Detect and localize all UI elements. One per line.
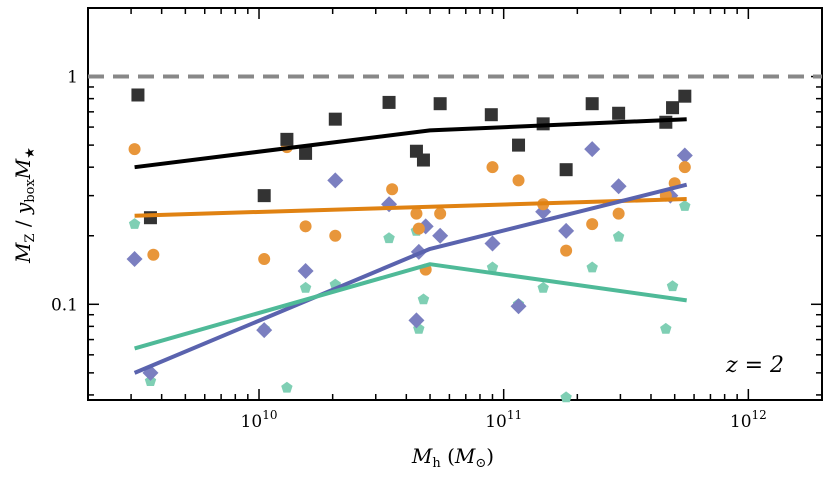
y-tick-label: 1 [67, 68, 78, 88]
green-pentagon-marker [383, 232, 395, 244]
orange-circle-marker [486, 161, 499, 174]
black-square-marker [382, 95, 396, 109]
black-square-marker [328, 112, 342, 126]
y-tick-label: 0.1 [51, 295, 78, 315]
orange-circle-marker [560, 244, 573, 257]
blue-diamond-marker [256, 322, 273, 339]
blue-diamond-marker [558, 222, 575, 239]
blue-diamond-marker [610, 178, 627, 195]
series-markers [126, 88, 693, 403]
y-axis-label: MZ / yboxM★ [11, 147, 38, 264]
green-pentagon-marker [612, 230, 625, 242]
green-pentagon-marker [679, 200, 691, 211]
blue-diamond-marker [676, 147, 693, 164]
blue-diamond-marker [484, 235, 501, 252]
black-square-marker [416, 153, 430, 167]
green-pentagon-marker [128, 218, 141, 229]
black-square-marker [666, 101, 680, 115]
orange-circle-marker [512, 174, 525, 187]
orange-median-line [134, 197, 687, 218]
x-tick-label: 1012 [730, 408, 767, 432]
green-pentagon-marker [537, 281, 549, 293]
orange-circle-marker [612, 207, 625, 220]
orange-circle-marker [412, 222, 425, 235]
x-tick-label: 1011 [485, 408, 522, 432]
plot-border [87, 7, 823, 401]
orange-circle-marker [299, 220, 312, 233]
blue-median-line [133, 182, 688, 375]
green-pentagon-marker [560, 391, 572, 403]
black-square-marker [484, 108, 498, 122]
blue-diamond-marker [432, 227, 449, 244]
orange-circle-marker [678, 161, 691, 174]
green-pentagon-marker [486, 261, 499, 273]
blue-diamond-marker [584, 141, 601, 158]
blue-diamond-marker [510, 298, 527, 315]
tick-labels: 1010 1011 1012 0.1 1 [51, 68, 767, 432]
green-pentagon-marker [666, 280, 679, 292]
blue-diamond-marker [126, 251, 143, 268]
orange-circle-marker [410, 207, 423, 220]
plot-frame [87, 7, 823, 401]
x-axis-label: Mh (M⊙) [411, 444, 494, 471]
x-tick-label: 1010 [241, 408, 278, 432]
black-square-marker [585, 97, 599, 111]
black-square-marker [559, 163, 573, 177]
orange-circle-marker [258, 253, 271, 266]
black-square-marker [678, 89, 692, 103]
black-median-line [134, 117, 687, 170]
blue-diamond-marker [408, 312, 425, 329]
green-pentagon-marker [281, 381, 293, 393]
orange-circle-marker [434, 207, 447, 220]
orange-circle-marker [147, 248, 160, 261]
blue-diamond-marker [297, 263, 314, 280]
black-square-marker [433, 97, 447, 111]
orange-circle-marker [329, 229, 342, 242]
orange-circle-marker [586, 218, 599, 231]
black-square-marker [280, 132, 294, 146]
black-square-marker [612, 106, 626, 120]
green-pentagon-marker [586, 261, 598, 273]
black-square-marker [257, 189, 271, 203]
black-square-marker [512, 138, 526, 152]
green-pentagon-marker [417, 293, 430, 305]
axis-ticks [87, 7, 823, 400]
series-lines [133, 117, 688, 375]
green-median-line [134, 262, 687, 351]
redshift-annotation: z = 2 [725, 353, 784, 378]
green-pentagon-marker [660, 322, 672, 334]
blue-diamond-marker [327, 172, 344, 189]
black-square-marker [299, 146, 313, 160]
black-square-marker [131, 88, 145, 102]
orange-circle-marker [386, 183, 399, 196]
orange-circle-marker [128, 143, 141, 156]
green-pentagon-marker [299, 281, 312, 293]
